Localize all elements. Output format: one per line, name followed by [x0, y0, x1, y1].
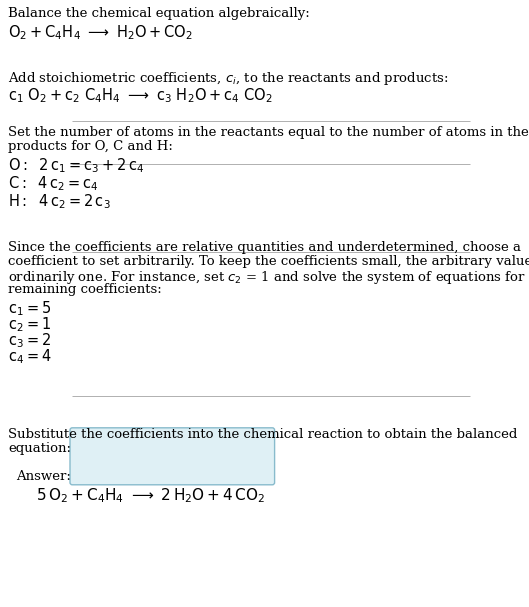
- FancyBboxPatch shape: [70, 428, 275, 485]
- Text: $\mathrm{c_1\ O_2 + c_2\ C_4H_4\ \longrightarrow\ c_3\ H_2O + c_4\ CO_2}$: $\mathrm{c_1\ O_2 + c_2\ C_4H_4\ \longri…: [8, 86, 272, 104]
- Text: ordinarily one. For instance, set $c_2$ = 1 and solve the system of equations fo: ordinarily one. For instance, set $c_2$ …: [8, 269, 529, 286]
- Text: $\mathrm{O_2 + C_4H_4\ \longrightarrow\ H_2O + CO_2}$: $\mathrm{O_2 + C_4H_4\ \longrightarrow\ …: [8, 23, 193, 42]
- Text: $\mathrm{c_1 = 5}$: $\mathrm{c_1 = 5}$: [8, 299, 51, 317]
- Text: $\mathrm{5\,O_2 + C_4H_4\ \longrightarrow\ 2\,H_2O + 4\,CO_2}$: $\mathrm{5\,O_2 + C_4H_4\ \longrightarro…: [36, 486, 266, 504]
- Text: coefficient to set arbitrarily. To keep the coefficients small, the arbitrary va: coefficient to set arbitrarily. To keep …: [8, 255, 529, 268]
- Text: Add stoichiometric coefficients, $c_i$, to the reactants and products:: Add stoichiometric coefficients, $c_i$, …: [8, 70, 449, 87]
- Text: products for O, C and H:: products for O, C and H:: [8, 140, 173, 153]
- Text: Since the coefficients are relative quantities and underdetermined, choose a: Since the coefficients are relative quan…: [8, 241, 521, 254]
- Text: Balance the chemical equation algebraically:: Balance the chemical equation algebraica…: [8, 7, 310, 20]
- Text: $\mathrm{C:\;\ 4\,c_2 = c_4}$: $\mathrm{C:\;\ 4\,c_2 = c_4}$: [8, 174, 98, 192]
- Text: $\mathrm{H:\;\ 4\,c_2 = 2\,c_3}$: $\mathrm{H:\;\ 4\,c_2 = 2\,c_3}$: [8, 192, 111, 211]
- Text: $\mathrm{c_3 = 2}$: $\mathrm{c_3 = 2}$: [8, 331, 51, 350]
- Text: Substitute the coefficients into the chemical reaction to obtain the balanced: Substitute the coefficients into the che…: [8, 428, 517, 441]
- Text: remaining coefficients:: remaining coefficients:: [8, 283, 162, 296]
- Text: $\mathrm{c_4 = 4}$: $\mathrm{c_4 = 4}$: [8, 347, 51, 365]
- Text: $\mathrm{c_2 = 1}$: $\mathrm{c_2 = 1}$: [8, 315, 51, 334]
- Text: equation:: equation:: [8, 442, 71, 455]
- Text: Set the number of atoms in the reactants equal to the number of atoms in the: Set the number of atoms in the reactants…: [8, 126, 529, 139]
- Text: Answer:: Answer:: [16, 470, 71, 483]
- Text: $\mathrm{O:\;\ 2\,c_1 = c_3 + 2\,c_4}$: $\mathrm{O:\;\ 2\,c_1 = c_3 + 2\,c_4}$: [8, 156, 144, 175]
